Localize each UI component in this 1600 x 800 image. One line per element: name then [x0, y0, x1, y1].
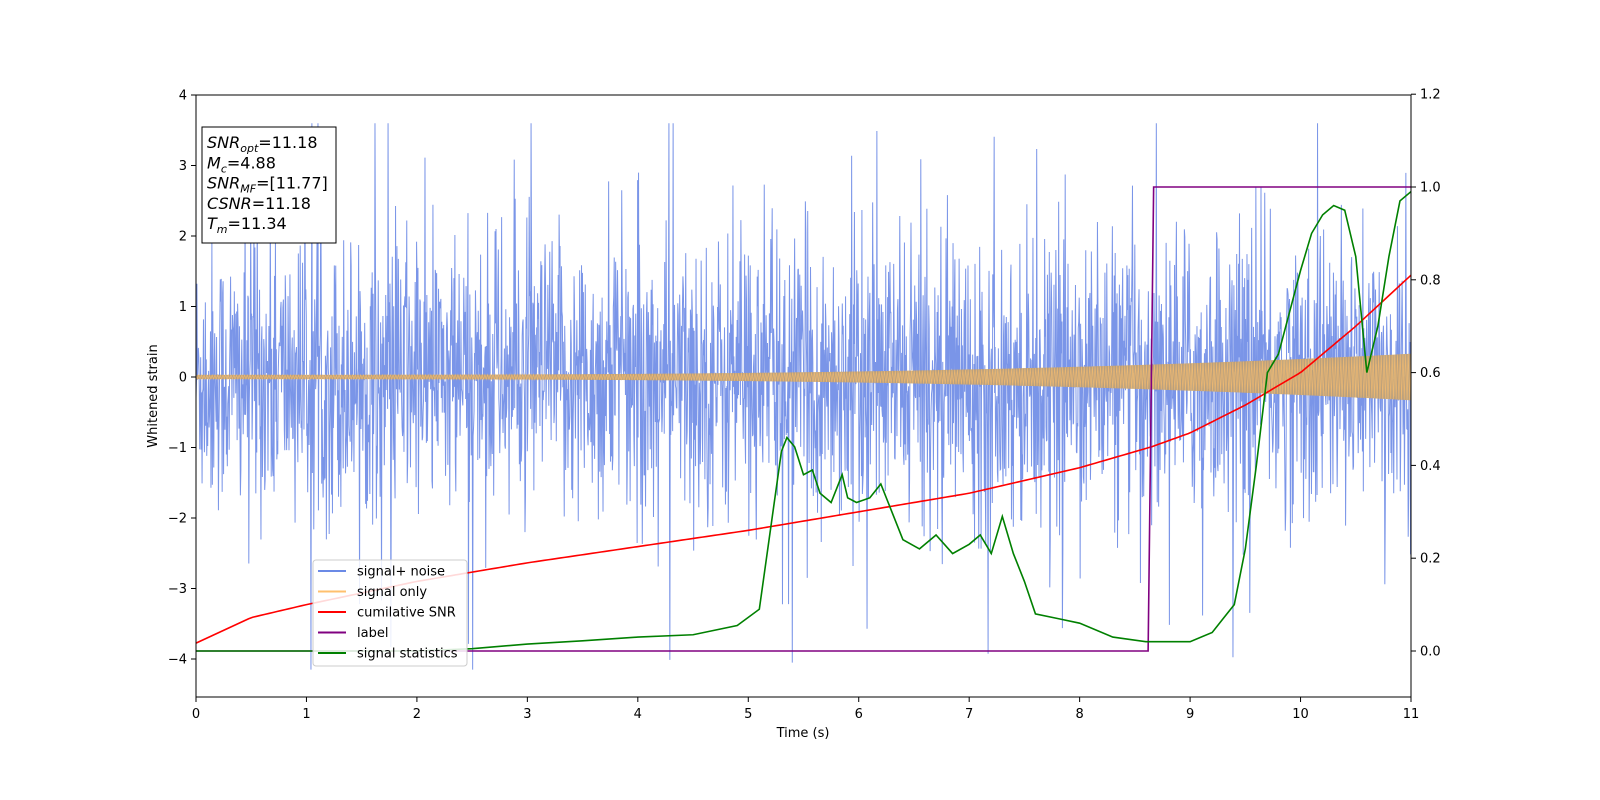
- y2-tick-label: 1.2: [1420, 88, 1441, 103]
- y-tick-label: −2: [168, 512, 187, 527]
- y-tick-label: −1: [168, 441, 187, 456]
- annotation-box: SNRopt=11.18Mc=4.88SNRMF=[11.77]CSNR=11.…: [201, 126, 337, 244]
- y-axis-right: 1.2 1.0 0.8 0.6 0.4 0.2 0.0: [1411, 88, 1441, 660]
- legend-label: signal only: [357, 585, 427, 600]
- legend-label: label: [357, 626, 388, 641]
- y-axis-left: 4 3 2 1 0 −1 −2 −3 −4: [168, 89, 196, 668]
- y2-tick-label: 0.0: [1420, 645, 1441, 660]
- signal-only-series: [196, 353, 1411, 401]
- annotation-line: Tm=11.34: [207, 214, 287, 236]
- annotation-line: SNRopt=11.18: [207, 133, 318, 155]
- y2-tick-label: 1.0: [1420, 181, 1441, 196]
- signal-only-band: [196, 353, 1411, 401]
- y-tick-label: −3: [168, 582, 187, 597]
- legend-label: cumilative SNR: [357, 606, 456, 621]
- signal-only-line: [196, 353, 1411, 401]
- legend: signal+ noise signal only cumilative SNR la…: [312, 559, 468, 667]
- y2-tick-label: 0.8: [1420, 273, 1441, 288]
- x-tick-label: 6: [855, 707, 863, 722]
- x-tick-label: 11: [1403, 707, 1420, 722]
- signal-noise-line: [196, 123, 1411, 670]
- x-axis-label: Time (s): [776, 726, 830, 741]
- annotation-line: SNRMF=[11.77]: [207, 174, 328, 196]
- x-tick-label: 9: [1186, 707, 1194, 722]
- y-tick-label: 4: [179, 89, 187, 104]
- x-tick-label: 8: [1075, 707, 1083, 722]
- y-tick-label: 3: [179, 159, 187, 174]
- y-tick-label: 0: [179, 371, 187, 386]
- legend-label: signal statistics: [357, 647, 458, 662]
- annotation-line: CSNR=11.18: [207, 194, 311, 213]
- x-tick-label: 0: [192, 707, 200, 722]
- y-axis-label: Whitened strain: [146, 344, 161, 447]
- y-tick-label: −4: [168, 653, 187, 668]
- x-tick-label: 5: [744, 707, 752, 722]
- x-tick-label: 2: [413, 707, 421, 722]
- annotation-line: Mc=4.88: [207, 153, 276, 175]
- label-line: [196, 186, 1411, 652]
- y2-tick-label: 0.4: [1420, 459, 1441, 474]
- x-tick-label: 4: [634, 707, 642, 722]
- x-tick-label: 1: [302, 707, 310, 722]
- plot-frame: [195, 94, 1412, 698]
- x-tick-label: 3: [523, 707, 531, 722]
- y2-tick-label: 0.6: [1420, 366, 1441, 381]
- signal-noise-series: [196, 123, 1411, 670]
- legend-frame: [312, 559, 468, 667]
- y2-tick-label: 0.2: [1420, 552, 1441, 567]
- x-tick-label: 7: [965, 707, 973, 722]
- legend-label: signal+ noise: [357, 565, 445, 580]
- y-tick-label: 1: [179, 300, 187, 315]
- y-tick-label: 2: [179, 230, 187, 245]
- x-axis: 0 1 2 3 4 5 6 7 8 9 10 11: [192, 697, 1419, 722]
- x-tick-label: 10: [1292, 707, 1309, 722]
- signal-statistics-line: [196, 191, 1411, 652]
